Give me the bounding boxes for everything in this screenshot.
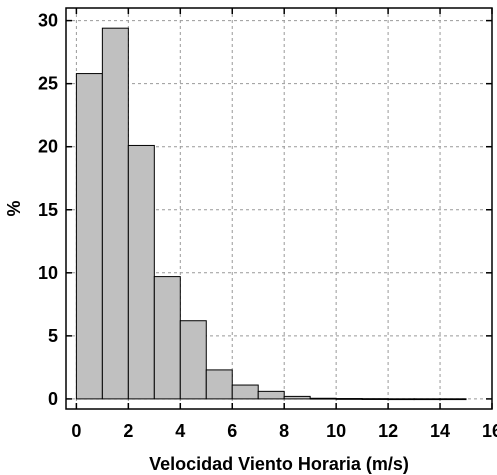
histogram-bar xyxy=(413,398,441,401)
y-tick-label: 25 xyxy=(38,74,58,94)
y-tick-label: 0 xyxy=(48,389,58,409)
y-axis-title: % xyxy=(4,200,24,216)
x-axis-ticks: 0 2 4 6 8 10 12 14 16 xyxy=(71,8,497,441)
histogram-bar xyxy=(179,320,207,400)
y-tick-label: 10 xyxy=(38,263,58,283)
histogram-bar xyxy=(231,384,259,400)
plot-frame xyxy=(65,7,493,410)
histogram-bar xyxy=(283,395,311,400)
histogram-bar xyxy=(205,369,233,400)
histogram-bar xyxy=(335,398,363,400)
x-tick-label: 16 xyxy=(482,421,497,441)
x-tick-label: 2 xyxy=(123,421,133,441)
histogram-bars xyxy=(75,27,467,401)
x-tick-label: 4 xyxy=(175,421,185,441)
histogram-bar xyxy=(387,398,415,401)
histogram-bar xyxy=(361,398,389,400)
histogram-bar xyxy=(257,390,285,400)
x-tick-label: 12 xyxy=(378,421,398,441)
x-axis-title: Velocidad Viento Horaria (m/s) xyxy=(149,454,409,474)
y-tick-label: 5 xyxy=(48,326,58,346)
y-tick-label: 15 xyxy=(38,200,58,220)
x-tick-label: 10 xyxy=(326,421,346,441)
x-tick-label: 0 xyxy=(71,421,81,441)
histogram-bar xyxy=(75,73,103,400)
histogram-bar xyxy=(439,398,467,401)
y-tick-label: 30 xyxy=(38,11,58,31)
histogram-bar xyxy=(309,397,337,400)
x-tick-label: 8 xyxy=(279,421,289,441)
histogram-bar xyxy=(153,276,181,400)
histogram-bar xyxy=(127,144,155,400)
x-tick-label: 6 xyxy=(227,421,237,441)
y-axis-ticks: 0 5 10 15 20 25 30 xyxy=(38,11,492,409)
x-tick-label: 14 xyxy=(430,421,450,441)
histogram-bar xyxy=(101,27,129,400)
y-tick-label: 20 xyxy=(38,137,58,157)
